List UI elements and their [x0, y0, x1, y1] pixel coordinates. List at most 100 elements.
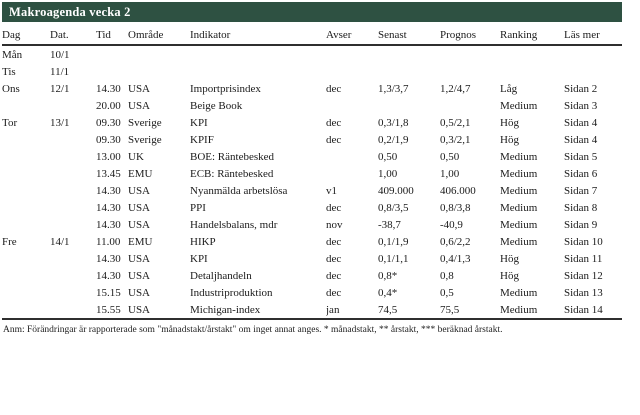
- cell-dag: Mån: [2, 48, 23, 61]
- cell-prognos: [440, 45, 500, 63]
- cell-tid: 15.55: [96, 301, 128, 320]
- cell-senast: [378, 97, 440, 114]
- column-header-dat: Dat.: [50, 25, 96, 46]
- cell-dat: [50, 165, 96, 182]
- cell-dag: [2, 216, 50, 233]
- table-row: 14.30 USA PPI dec 0,8/3,5 0,8/3,8 Medium Sidan …: [2, 199, 622, 216]
- column-header-prognos: Prognos: [440, 25, 500, 46]
- cell-prognos: 0,50: [440, 150, 460, 163]
- cell-avser: v1: [326, 184, 337, 197]
- cell-avser: [326, 165, 378, 182]
- column-header-ranking: Ranking: [500, 25, 564, 46]
- cell-ranking: Hög: [500, 269, 519, 282]
- cell-dat: [50, 250, 96, 267]
- cell-prognos: 0,5: [440, 286, 454, 299]
- column-header-avser: Avser: [326, 25, 378, 46]
- cell-dat: [50, 97, 96, 114]
- cell-omrade: USA: [128, 269, 151, 282]
- column-header-lasmer: Läs mer: [564, 25, 622, 46]
- cell-omrade: [128, 63, 190, 80]
- cell-ranking: Hög: [500, 116, 519, 129]
- cell-prognos: -40,9: [440, 218, 463, 231]
- cell-lasmer: [564, 45, 622, 63]
- cell-ranking: Medium: [500, 286, 538, 299]
- cell-avser: dec: [326, 82, 342, 95]
- cell-avser: jan: [326, 301, 378, 320]
- cell-dag: [2, 97, 50, 114]
- cell-dat: [50, 267, 96, 284]
- table-row: Mån 10/1: [2, 45, 622, 63]
- cell-prognos: 0,5/2,1: [440, 116, 471, 129]
- cell-omrade: UK: [128, 150, 144, 163]
- cell-indikator: BOE: Räntebesked: [190, 150, 275, 163]
- table-row: Tis 11/1: [2, 63, 622, 80]
- cell-tid: 14.30: [96, 269, 121, 282]
- cell-indikator: Importprisindex: [190, 82, 261, 95]
- cell-lasmer: Sidan 4: [564, 116, 598, 129]
- cell-indikator: KPI: [190, 252, 208, 265]
- cell-senast: [378, 63, 440, 80]
- cell-lasmer: Sidan 9: [564, 218, 598, 231]
- cell-ranking: Medium: [500, 201, 538, 214]
- cell-senast: 1,3/3,7: [378, 82, 409, 95]
- cell-lasmer: Sidan 14: [564, 301, 622, 320]
- cell-prognos: 0,8/3,8: [440, 201, 471, 214]
- cell-dag: [2, 284, 50, 301]
- cell-dat: [50, 216, 96, 233]
- cell-dag: Ons: [2, 82, 20, 95]
- cell-avser: dec: [326, 252, 342, 265]
- agenda-table-head: Dag Dat. Tid Område Indikator Avser Senast Prog…: [2, 25, 622, 46]
- cell-lasmer: Sidan 4: [564, 133, 598, 146]
- cell-dat: [50, 148, 96, 165]
- cell-indikator: KPIF: [190, 133, 214, 146]
- table-row: 20.00 USA Beige Book Medium Sidan 3: [2, 97, 622, 114]
- cell-tid: [96, 63, 128, 80]
- cell-senast: 0,4*: [378, 286, 398, 299]
- cell-dag: [2, 250, 50, 267]
- table-row: 09.30 Sverige KPIF dec 0,2/1,9 0,3/2,1 Hög Sida…: [2, 131, 622, 148]
- table-row: 13.45 EMU ECB: Räntebesked 1,00 1,00 Medium Si…: [2, 165, 622, 182]
- column-header-tid: Tid: [96, 25, 128, 46]
- footnote: Anm: Förändringar är rapporterade som "m…: [3, 325, 503, 335]
- cell-senast: 0,1/1,1: [378, 252, 409, 265]
- cell-dag: [2, 182, 50, 199]
- cell-lasmer: Sidan 7: [564, 184, 598, 197]
- cell-ranking: Låg: [500, 82, 518, 95]
- cell-ranking: Medium: [500, 301, 564, 320]
- cell-avser: dec: [326, 269, 342, 282]
- table-row: 15.55 USA Michigan-index jan 74,5 75,5 Medium S…: [2, 301, 622, 320]
- cell-dag: [2, 199, 50, 216]
- cell-tid: 11.00: [96, 235, 121, 248]
- cell-indikator: PPI: [190, 201, 206, 214]
- cell-tid: 14.30: [96, 218, 121, 231]
- cell-omrade: USA: [128, 252, 151, 265]
- cell-indikator: Detaljhandeln: [190, 269, 252, 282]
- cell-lasmer: Sidan 5: [564, 150, 598, 163]
- cell-lasmer: Sidan 2: [564, 82, 598, 95]
- cell-senast: 1,00: [378, 167, 398, 180]
- cell-senast: 0,3/1,8: [378, 116, 409, 129]
- title-bar: Makroagenda vecka 2: [2, 2, 622, 22]
- cell-lasmer: Sidan 12: [564, 269, 603, 282]
- cell-avser: nov: [326, 218, 343, 231]
- column-header-omrade: Område: [128, 25, 190, 46]
- cell-omrade: USA: [128, 201, 151, 214]
- cell-senast: 74,5: [378, 301, 440, 320]
- cell-prognos: [440, 97, 500, 114]
- cell-omrade: USA: [128, 184, 151, 197]
- cell-omrade: USA: [128, 301, 190, 320]
- cell-senast: 409.000: [378, 184, 414, 197]
- column-header-indikator: Indikator: [190, 25, 326, 46]
- cell-tid: 13.45: [96, 167, 121, 180]
- cell-ranking: [500, 63, 564, 80]
- cell-senast: 0,8*: [378, 269, 398, 282]
- cell-dag: [2, 165, 50, 182]
- cell-lasmer: Sidan 10: [564, 235, 603, 248]
- cell-tid: 09.30: [96, 116, 121, 129]
- cell-indikator: Nyanmälda arbetslösa: [190, 184, 288, 197]
- cell-dat: [50, 284, 96, 301]
- cell-dat: 11/1: [50, 65, 70, 78]
- cell-omrade: USA: [128, 99, 151, 112]
- cell-indikator: Industriproduktion: [190, 286, 273, 299]
- cell-avser: dec: [326, 116, 342, 129]
